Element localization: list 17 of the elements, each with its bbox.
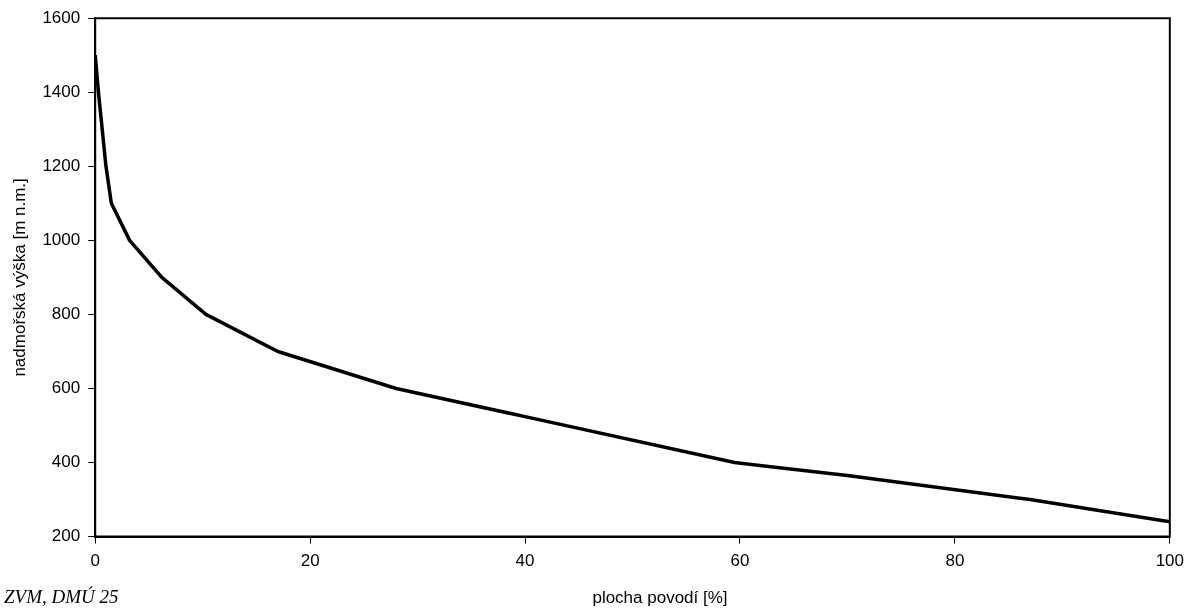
- text: ZVM, DMÚ 25: [4, 586, 119, 608]
- y-tick-label: 600: [51, 378, 81, 398]
- y-tick-label: 1200: [42, 156, 81, 175]
- x-tick-label: 60: [730, 551, 750, 571]
- x-tick-label: 20: [300, 551, 320, 571]
- y-tick-label: 1400: [42, 81, 81, 101]
- y-tick-label: 1600: [42, 7, 81, 27]
- x-tick-label: 80: [945, 551, 965, 571]
- y-tick-label: 800: [51, 304, 81, 324]
- y-tick-label: 400: [51, 452, 81, 472]
- x-tick-label: 0: [90, 551, 100, 571]
- x-tick-label: 40: [515, 551, 535, 571]
- x-axis-title: plocha povodí [%]: [592, 588, 728, 607]
- y-axis-title: nadmořská výška [m n.m.]: [9, 178, 29, 377]
- y-tick-label: 1000: [42, 230, 81, 250]
- y-tick-label: 200: [51, 526, 81, 546]
- x-tick-label: 100: [1155, 551, 1185, 571]
